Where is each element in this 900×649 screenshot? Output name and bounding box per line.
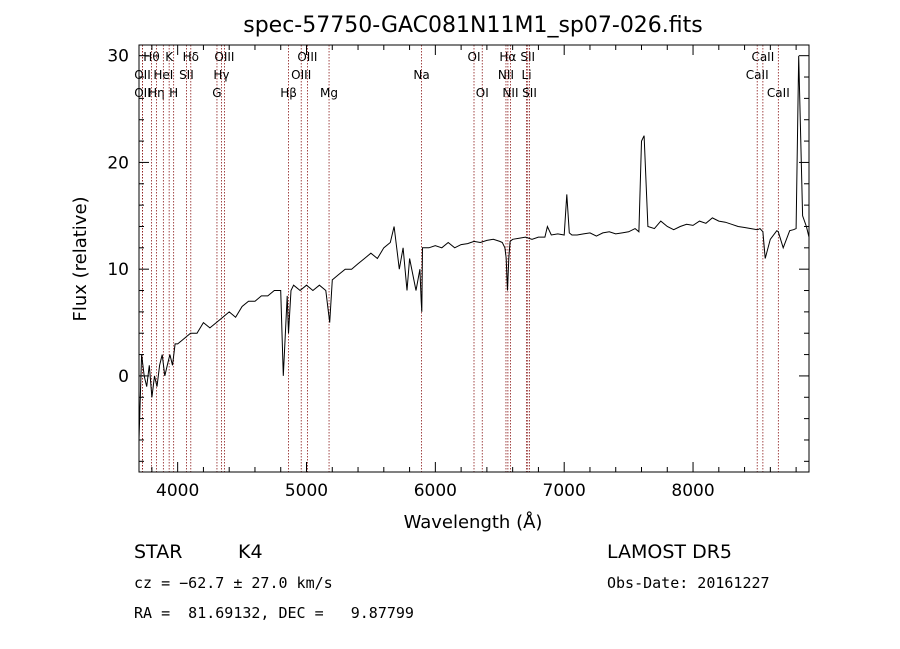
line-label: CaII: [746, 68, 769, 82]
y-tick-label: 20: [107, 153, 129, 173]
line-label: OIII: [291, 68, 311, 82]
line-label: Mg: [320, 86, 338, 100]
axis-ticks: 4000 5000 6000 7000 8000 0 10 20 30: [107, 45, 809, 501]
line-label: Hδ: [183, 50, 199, 64]
line-label: Li: [522, 68, 532, 82]
line-label: Hβ: [280, 86, 297, 100]
line-label: OI: [468, 50, 481, 64]
y-axis-label: Flux (relative): [70, 196, 91, 321]
redshift-cz: cz = −62.7 ± 27.0 km/s: [134, 574, 333, 592]
line-label: H: [169, 86, 178, 100]
x-tick-label: 6000: [414, 481, 457, 501]
line-label: Hγ: [213, 68, 229, 82]
survey-label: LAMOST DR5: [607, 541, 732, 563]
line-label: OI: [476, 86, 489, 100]
subclass: K4: [238, 541, 263, 563]
line-label: HeI: [153, 68, 173, 82]
x-axis-label: Wavelength (Å): [404, 511, 543, 533]
coordinates: RA = 81.69132, DEC = 9.87799: [134, 604, 414, 622]
line-label: SII: [179, 68, 194, 82]
obs-date: Obs-Date: 20161227: [607, 574, 770, 592]
x-tick-label: 4000: [156, 481, 199, 501]
chart-title: spec-57750-GAC081N11M1_sp07-026.fits: [243, 13, 703, 38]
y-tick-label: 30: [107, 47, 129, 67]
x-tick-label: 8000: [671, 481, 714, 501]
line-label: OII: [134, 86, 151, 100]
line-label: NII: [502, 86, 518, 100]
line-label: SII: [522, 86, 537, 100]
object-class: STAR: [134, 541, 183, 563]
spectrum-series: [138, 55, 810, 441]
line-label: Hθ: [143, 50, 159, 64]
y-tick-label: 10: [107, 260, 129, 280]
line-label: OIII: [297, 50, 317, 64]
line-label: CaII: [751, 50, 774, 64]
line-label: Na: [413, 68, 429, 82]
plot-frame: [138, 44, 810, 473]
line-label: G: [212, 86, 221, 100]
line-label: K: [165, 50, 174, 64]
x-tick-label: 7000: [543, 481, 586, 501]
line-label: OIII: [214, 50, 234, 64]
x-tick-label: 5000: [285, 481, 328, 501]
line-label: CaII: [767, 86, 790, 100]
line-label: SII: [520, 50, 535, 64]
line-label: NII: [498, 68, 514, 82]
line-label: Hη: [148, 86, 165, 100]
line-label: Hα: [499, 50, 516, 64]
y-tick-label: 0: [118, 367, 129, 387]
